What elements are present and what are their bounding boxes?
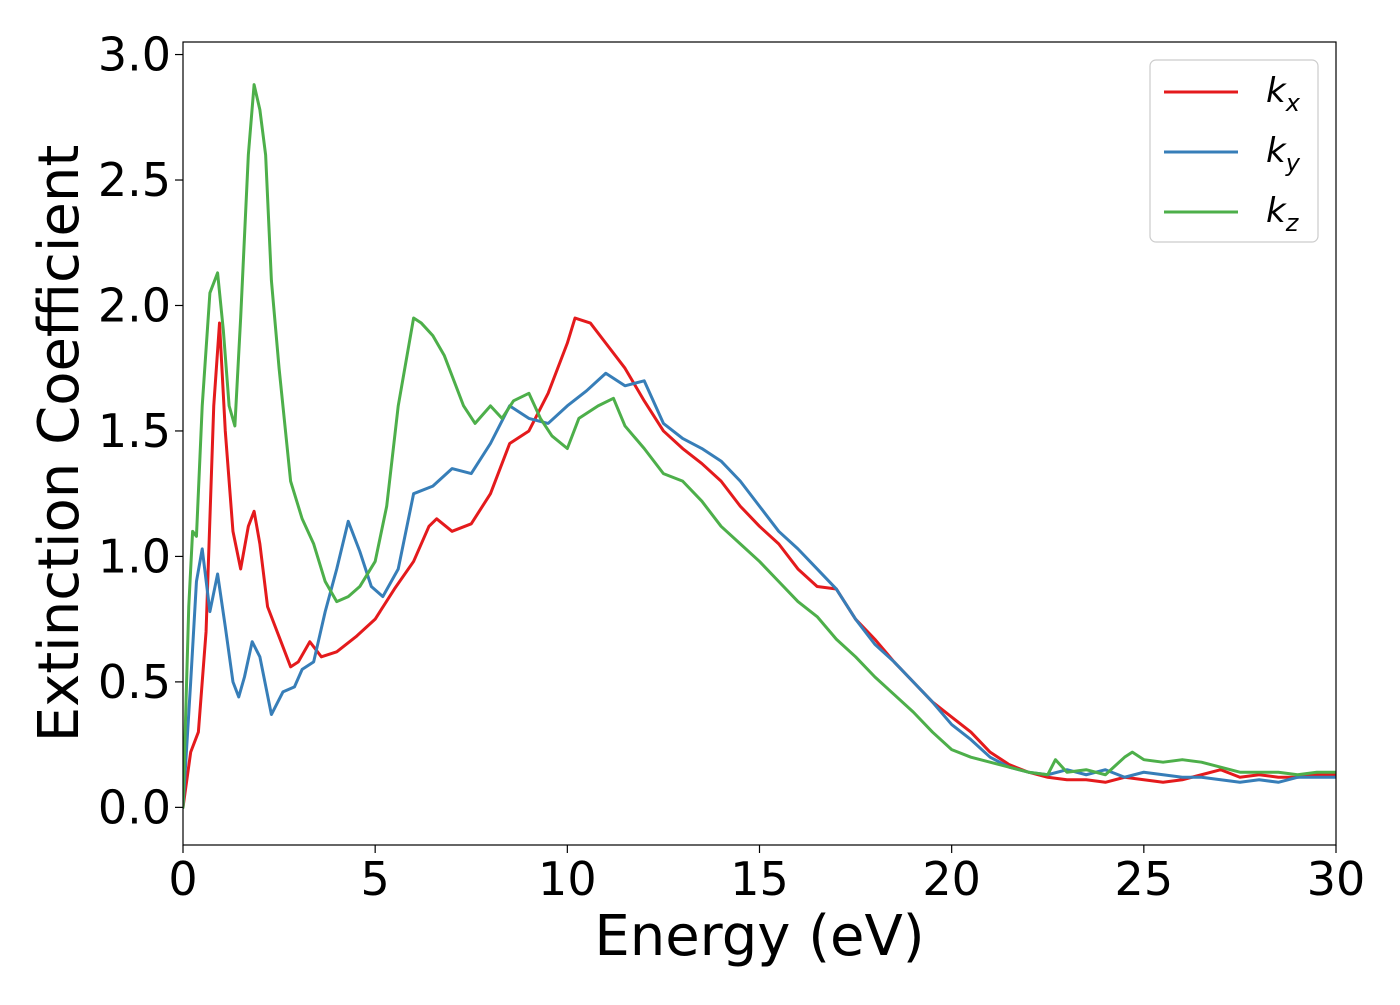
x-tick-label: 0 xyxy=(168,852,197,906)
x-tick-label: 15 xyxy=(730,852,789,906)
y-axis-title: Extinction Coefficient xyxy=(27,145,92,743)
x-tick-label: 5 xyxy=(361,852,390,906)
legend-label-y: ky xyxy=(1266,131,1301,177)
y-tick-label: 2.0 xyxy=(98,278,171,332)
y-tick-label: 1.5 xyxy=(98,404,171,458)
x-tick-label: 30 xyxy=(1307,852,1366,906)
x-tick-label: 10 xyxy=(538,852,597,906)
x-tick-label: 20 xyxy=(922,852,981,906)
series-line-y xyxy=(183,371,1336,809)
axes: 0 5 10 15 20 25 30 0.0 0.5 1.0 1.5 2.0 2.5 3.0 xyxy=(98,28,1365,906)
y-tick-label: 2.5 xyxy=(98,153,171,207)
series-line-z xyxy=(183,83,1336,809)
y-tick-label: 0.5 xyxy=(98,655,171,709)
legend: kx ky kz xyxy=(1149,59,1319,243)
legend-label-x: kx xyxy=(1266,71,1301,117)
y-tick-label: 1.0 xyxy=(98,529,171,583)
y-tick-label: 0.0 xyxy=(98,780,171,834)
y-tick-label: 3.0 xyxy=(98,28,171,82)
plot-area xyxy=(183,83,1336,809)
series-line-x xyxy=(183,316,1336,809)
x-axis-title: Energy (eV) xyxy=(594,904,924,969)
x-tick-label: 25 xyxy=(1115,852,1174,906)
legend-label-z: kz xyxy=(1266,191,1300,237)
